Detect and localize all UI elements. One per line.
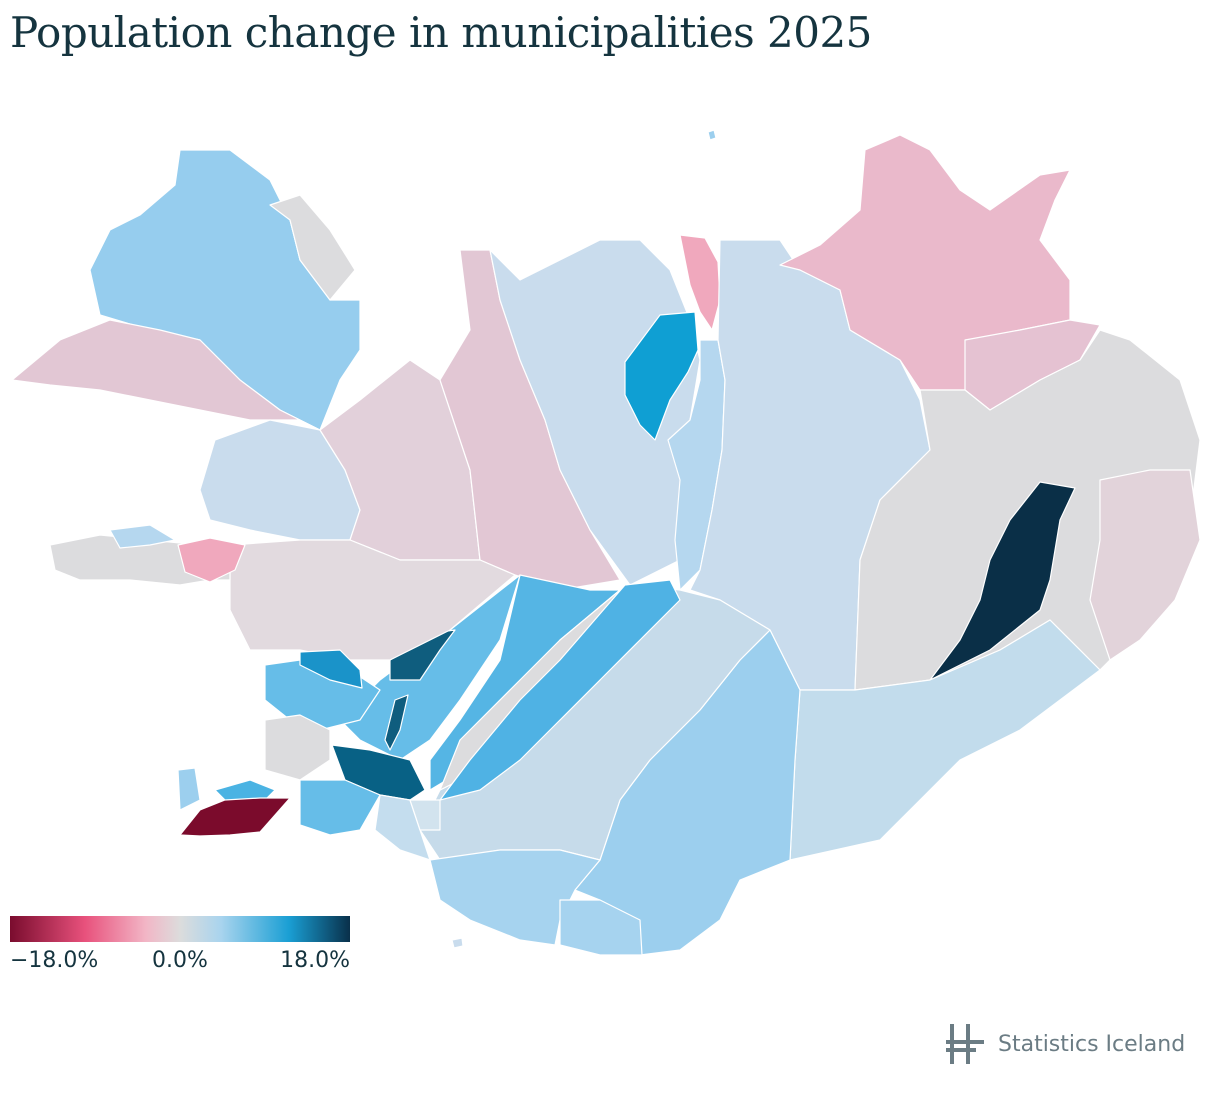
legend-gradient-bar [10,916,350,942]
region-fjallabyggd[interactable] [679,234,721,331]
region-flatland[interactable] [409,799,441,831]
color-legend: −18.0% 0.0% 18.0% [10,916,350,973]
region-dalabyggd-blue[interactable] [109,524,176,549]
region-myrdalshreppur[interactable] [559,899,643,956]
region-northeast-pink[interactable] [779,134,1071,391]
region-hveragerdi[interactable] [299,779,381,836]
legend-max-label: 18.0% [280,948,350,973]
region-fljotsdalshreppur[interactable] [929,481,1076,681]
region-skeida[interactable] [439,579,681,801]
region-eyjafjordur[interactable] [624,311,699,441]
legend-labels: −18.0% 0.0% 18.0% [10,942,350,973]
region-southeast[interactable] [789,619,1101,861]
legend-min-label: −18.0% [10,948,99,973]
region-thingvellir-strip[interactable] [384,694,409,751]
region-westfjords-grey[interactable] [269,194,356,301]
legend-mid-label: 0.0% [152,948,208,973]
region-reykjanesbaer[interactable] [177,767,201,811]
region-west-pink[interactable] [229,539,516,661]
region-mosfellsbaer[interactable] [299,649,363,689]
region-stykkisholmur[interactable] [177,537,246,583]
region-east-fjords[interactable] [1089,469,1201,661]
map-title: Population change in municipalities 2025 [10,8,872,57]
region-grindavik[interactable] [179,797,291,837]
statistics-iceland-logo: Statistics Iceland [946,1020,1185,1068]
iceland-municipality-map [11,129,1201,956]
island-grimsey [707,129,717,141]
statistics-iceland-logo-icon [946,1024,984,1064]
island-vestmannaeyjar [451,937,464,949]
region-reykjavik-grey[interactable] [264,714,331,781]
publisher-name: Statistics Iceland [998,1031,1186,1057]
